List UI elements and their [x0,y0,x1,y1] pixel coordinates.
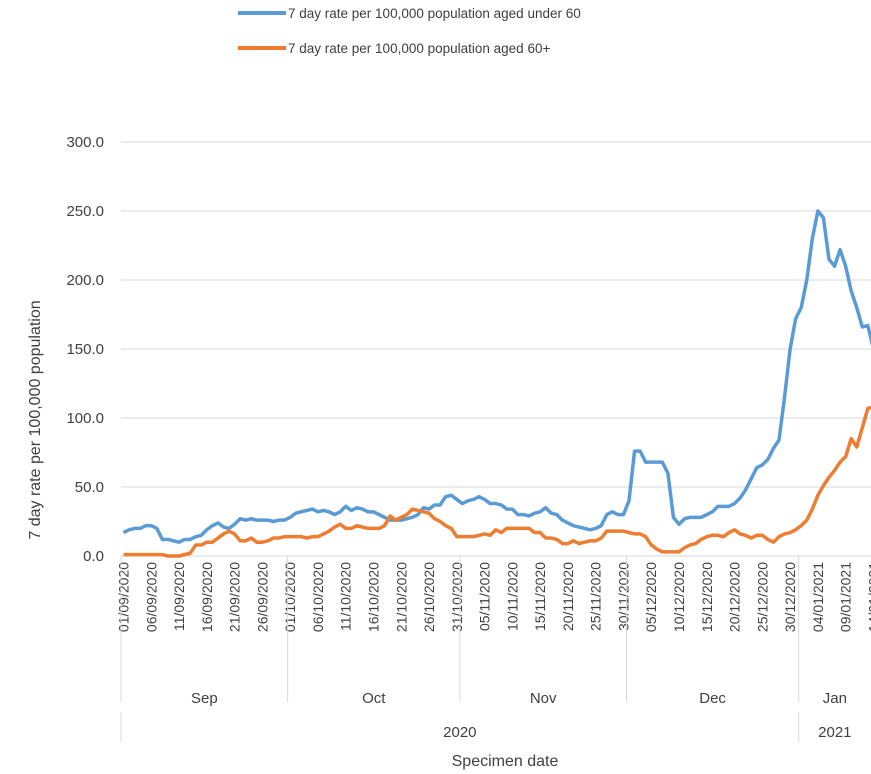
x-tick-label: 26/09/2020 [254,562,270,632]
x-axis-label: Specimen date [452,753,559,770]
legend-entry-under-60: 7 day rate per 100,000 population aged u… [238,6,581,21]
month-label: Jan [823,690,847,707]
y-axis-ticks: 0.0 50.0 100.0 150.0 200.0 250.0 300.0 [66,134,104,565]
x-tick-label: 09/01/2021 [838,562,854,632]
month-label: Dec [699,690,726,707]
legend-entry-60-plus: 7 day rate per 100,000 population aged 6… [238,41,550,56]
x-tick-label: 06/09/2020 [143,562,159,632]
x-tick-label: 01/09/2020 [116,562,132,632]
series-line-60-plus [123,405,871,558]
series-line-under-60 [122,209,871,544]
x-tick-label: 01/10/2020 [282,562,298,632]
x-tick-label: 15/12/2020 [699,562,715,632]
series-lines [122,209,871,558]
x-tick-label: 30/11/2020 [615,562,631,631]
x-tick-label: 20/12/2020 [727,562,743,632]
x-axis: 01/09/2020 06/09/2020 11/09/2020 16/09/2020… [116,555,871,742]
year-label: 2020 [443,724,476,741]
year-label: 2021 [818,724,851,741]
x-tick-label: 15/11/2020 [532,562,548,631]
x-tick-label: 25/12/2020 [754,562,770,632]
month-label: Oct [362,690,386,707]
x-tick-label: 10/11/2020 [504,562,520,631]
legend: 7 day rate per 100,000 population aged u… [238,6,581,56]
x-tick-label: 31/10/2020 [449,562,465,632]
x-tick-label: 14/01/2021 [865,562,871,632]
x-tick-label: 26/10/2020 [421,562,437,632]
legend-label-under-60: 7 day rate per 100,000 population aged u… [288,6,581,21]
y-tick-label: 0.0 [83,548,104,565]
x-tick-label: 16/09/2020 [199,562,215,632]
month-label: Sep [191,690,218,707]
y-tick-label: 50.0 [75,479,104,496]
x-tick-label: 21/10/2020 [393,562,409,632]
gridlines [121,141,871,488]
x-tick-label: 30/12/2020 [782,562,798,632]
month-label: Nov [530,690,557,707]
y-tick-label: 200.0 [66,272,104,289]
x-tick-label: 21/09/2020 [227,562,243,632]
x-tick-label: 25/11/2020 [588,562,604,631]
y-tick-label: 300.0 [66,134,104,151]
legend-label-60-plus: 7 day rate per 100,000 population aged 6… [288,41,550,56]
x-tick-label: 20/11/2020 [560,562,576,631]
y-tick-label: 100.0 [66,410,104,427]
x-tick-label: 04/01/2021 [810,562,826,632]
x-tick-label: 16/10/2020 [365,562,381,632]
y-axis-label: 7 day rate per 100,000 population [27,300,44,539]
x-tick-label: 10/12/2020 [671,562,687,632]
x-tick-label: 05/12/2020 [643,562,659,632]
x-tick-label: 05/11/2020 [477,562,493,631]
x-tick-label: 11/10/2020 [338,562,354,631]
x-tick-label: 06/10/2020 [310,562,326,632]
x-tick-label: 11/09/2020 [171,562,187,631]
y-tick-label: 250.0 [66,203,104,220]
y-tick-label: 150.0 [66,341,104,358]
